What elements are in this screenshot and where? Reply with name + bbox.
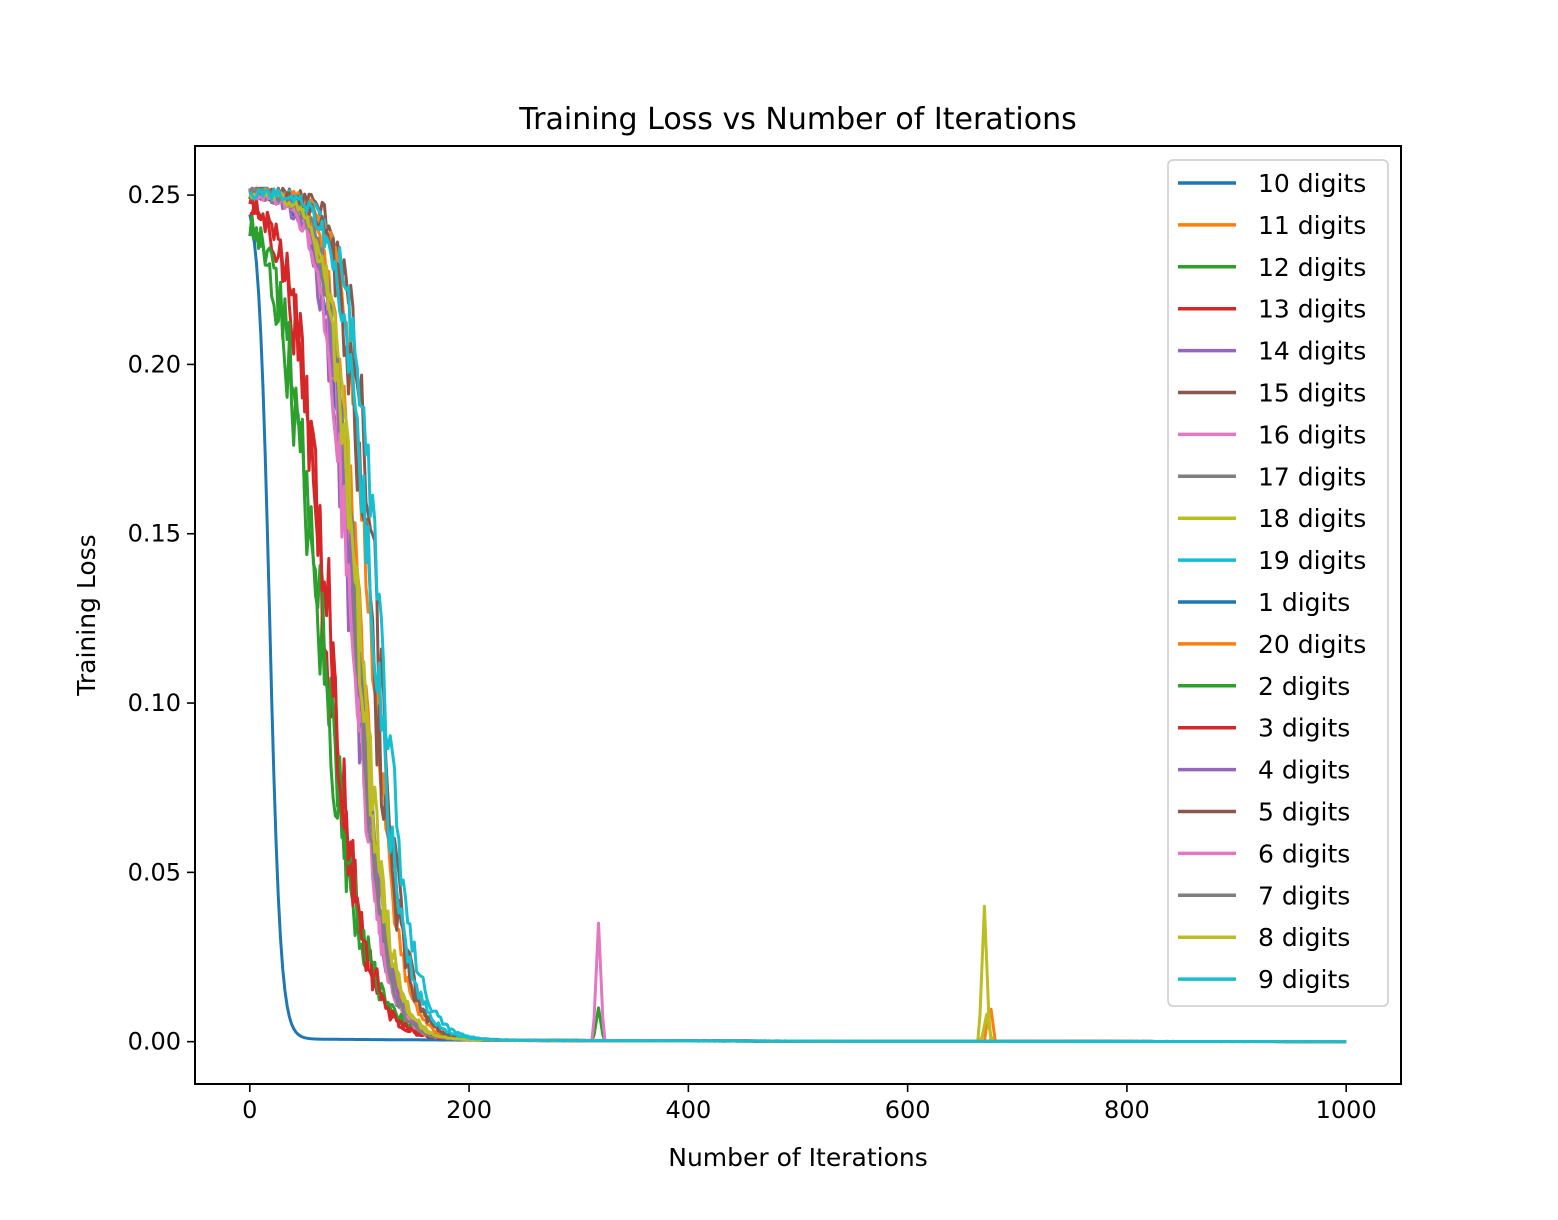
x-tick-label: 600 [885,1096,931,1124]
legend-label: 4 digits [1258,756,1350,785]
legend-label: 1 digits [1258,588,1350,617]
legend-label: 7 digits [1258,881,1350,910]
plot-lines [248,186,1347,1044]
y-axis-label: Training Loss [72,534,101,696]
y-tick-label: 0.15 [128,520,181,548]
x-tick-label: 200 [446,1096,492,1124]
legend-label: 3 digits [1258,714,1350,743]
y-tick-label: 0.20 [128,350,181,378]
x-tick-label: 800 [1104,1096,1150,1124]
series-line-19 [248,187,1347,1044]
plot-frame [194,145,1402,1085]
legend-label: 20 digits [1258,630,1366,659]
y-tick-label: 0.25 [128,181,181,209]
legend: 10 digits 11 digits 12 digits 13 digits 14 d… [1167,159,1389,1007]
legend-label: 11 digits [1258,211,1366,240]
legend-label: 14 digits [1258,337,1366,366]
legend-label: 18 digits [1258,504,1366,533]
x-tick-label: 0 [242,1096,257,1124]
x-axis-label: Number of Iterations [668,1143,928,1172]
legend-label: 10 digits [1258,169,1366,198]
legend-label: 12 digits [1258,253,1366,282]
legend-label: 16 digits [1258,420,1366,449]
legend-label: 5 digits [1258,798,1350,827]
x-axis: 0 200 400 600 800 1000 [242,1084,1377,1124]
chart-title: Training Loss vs Number of Iterations [518,102,1077,137]
legend-label: 19 digits [1258,546,1366,575]
legend-label: 8 digits [1258,923,1350,952]
y-axis: 0.00 0.05 0.10 0.15 0.20 0.25 [128,181,195,1056]
legend-label: 17 digits [1258,462,1366,491]
y-tick-label: 0.05 [128,858,181,886]
x-tick-label: 1000 [1316,1096,1377,1124]
legend-box [1167,159,1389,1007]
legend-label: 13 digits [1258,295,1366,324]
legend-label: 15 digits [1258,379,1366,408]
y-tick-label: 0.00 [128,1028,181,1056]
x-tick-label: 400 [665,1096,711,1124]
legend-label: 9 digits [1258,965,1350,994]
y-tick-label: 0.10 [128,689,181,717]
legend-label: 2 digits [1258,672,1350,701]
legend-label: 6 digits [1258,839,1350,868]
